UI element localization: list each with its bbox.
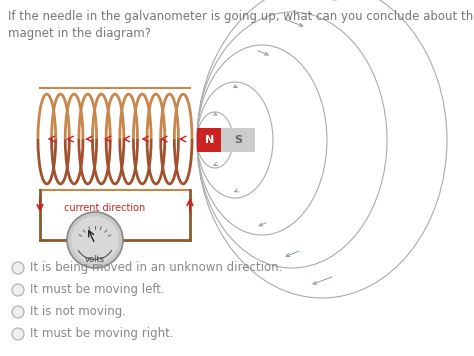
Circle shape bbox=[71, 216, 119, 264]
Bar bbox=[221, 128, 255, 152]
Text: It must be moving right.: It must be moving right. bbox=[30, 328, 173, 340]
Circle shape bbox=[12, 328, 24, 340]
Text: It must be moving left.: It must be moving left. bbox=[30, 283, 165, 297]
Circle shape bbox=[12, 284, 24, 296]
Bar bbox=[197, 128, 221, 152]
Text: It is not moving.: It is not moving. bbox=[30, 305, 126, 319]
Text: It is being moved in an unknown direction.: It is being moved in an unknown directio… bbox=[30, 262, 283, 274]
Circle shape bbox=[12, 306, 24, 318]
Circle shape bbox=[12, 262, 24, 274]
Text: current direction: current direction bbox=[64, 203, 146, 213]
Text: N: N bbox=[205, 135, 214, 145]
Text: If the needle in the galvanometer is going up, what can you conclude about the m: If the needle in the galvanometer is goi… bbox=[8, 10, 474, 40]
Text: volts: volts bbox=[85, 256, 105, 265]
Text: S: S bbox=[234, 135, 242, 145]
Circle shape bbox=[67, 212, 123, 268]
